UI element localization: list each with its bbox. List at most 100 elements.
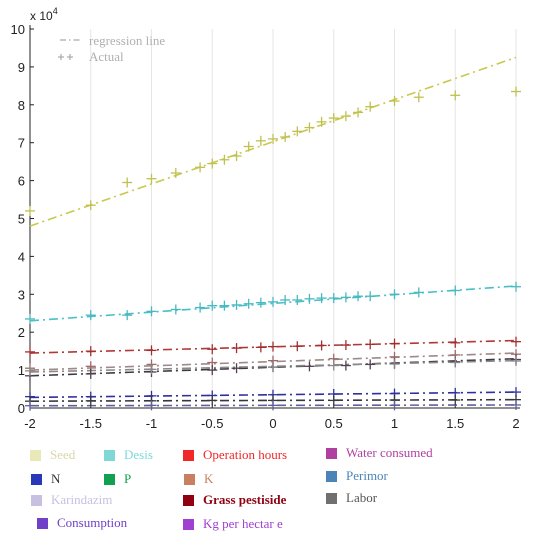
y-tick-label: 9 — [18, 60, 25, 75]
legend-label: Desis — [124, 447, 153, 462]
y-tick-label: 5 — [18, 212, 25, 227]
actual-point — [207, 300, 218, 311]
legend-item-desis: Desis — [104, 447, 153, 463]
legend-swatch — [30, 449, 41, 461]
actual-point — [207, 158, 218, 169]
actual-point — [328, 113, 339, 124]
x-tick-label: 0 — [269, 416, 276, 431]
x-tick-label: 1.5 — [446, 416, 464, 431]
regression-line-8 — [29, 404, 517, 407]
legend-item-water-consumed: Water consumed — [326, 445, 433, 461]
actual-point — [195, 302, 206, 313]
actual-point — [231, 150, 242, 161]
actual-point — [146, 345, 157, 356]
actual-point — [122, 310, 133, 321]
actual-point — [340, 360, 351, 371]
y-tick-label: 7 — [18, 136, 25, 151]
y-tick-label: 8 — [18, 98, 25, 113]
legend-item-karindazim: Karindazim — [31, 492, 112, 508]
regression-line-2 — [29, 339, 517, 354]
actual-point — [340, 292, 351, 303]
actual-point — [219, 300, 230, 311]
regression-line-6 — [29, 391, 517, 399]
actual-point — [365, 291, 376, 302]
legend-swatch — [326, 447, 337, 459]
actual-point — [146, 400, 157, 411]
legend-label: Grass pestiside — [203, 492, 287, 507]
actual-point — [243, 298, 254, 309]
x-tick-label: 0.5 — [325, 416, 343, 431]
legend-label: Operation hours — [203, 447, 288, 462]
actual-markers — [25, 86, 521, 411]
inner-legend-plus-swatch — [58, 54, 73, 60]
actual-point — [292, 126, 303, 137]
actual-point — [316, 116, 327, 127]
actual-point — [389, 289, 400, 300]
y-tick-label: 6 — [18, 174, 25, 189]
actual-point — [450, 90, 461, 101]
actual-point — [413, 287, 424, 298]
legend-swatch — [183, 518, 194, 530]
actual-point — [511, 336, 521, 347]
actual-point — [85, 346, 96, 357]
legend-swatch — [31, 494, 42, 506]
inner-legend-actual-label: Actual — [89, 49, 124, 64]
actual-point — [268, 133, 278, 144]
actual-point — [207, 395, 218, 406]
actual-point — [292, 341, 303, 352]
actual-point — [25, 400, 35, 411]
actual-point — [268, 296, 278, 307]
legend-label: K — [204, 471, 214, 486]
actual-point — [413, 92, 424, 103]
inner-legend-regression-label: regression line — [89, 33, 165, 48]
actual-point — [85, 368, 96, 379]
y-tick-label: 1 — [18, 363, 25, 378]
actual-point — [316, 293, 327, 304]
regression-lines — [29, 56, 517, 407]
legend-label: N — [51, 471, 61, 486]
actual-point — [365, 101, 376, 112]
actual-point — [328, 293, 339, 304]
legend-item-labor: Labor — [326, 490, 377, 506]
actual-point — [219, 154, 230, 165]
actual-point — [328, 360, 339, 371]
actual-point — [340, 111, 351, 122]
chart-gridlines — [29, 29, 517, 408]
legend-item-seed: Seed — [30, 447, 75, 463]
x-tick-label: 1 — [391, 416, 398, 431]
actual-point — [389, 400, 400, 411]
actual-point — [450, 357, 461, 368]
actual-point — [170, 304, 181, 315]
actual-point — [292, 294, 303, 305]
x-tick-label: -0.5 — [201, 416, 223, 431]
actual-point — [280, 132, 291, 143]
y-tick-label: 2 — [18, 325, 25, 340]
actual-point — [25, 365, 35, 376]
legend-label: Karindazim — [51, 492, 113, 507]
actual-point — [122, 177, 133, 188]
y-tick-label: 4 — [18, 249, 25, 264]
legend-label: Water consumed — [346, 445, 433, 460]
legend-label: Seed — [50, 447, 76, 462]
legend-swatch — [183, 494, 194, 506]
regression-line-4 — [29, 357, 517, 377]
legend-item-grass-pestiside: Grass pestiside — [183, 492, 286, 508]
actual-point — [170, 168, 181, 179]
legend-swatch — [184, 473, 195, 485]
regression-line-1 — [29, 285, 517, 322]
actual-point — [25, 205, 35, 216]
actual-point — [304, 122, 315, 133]
actual-point — [268, 341, 278, 352]
actual-point — [280, 294, 291, 305]
actual-point — [511, 281, 521, 292]
legend-swatch — [104, 473, 115, 485]
legend-item-p: P — [104, 471, 131, 487]
legend-swatch — [326, 470, 337, 482]
actual-point — [328, 395, 339, 406]
actual-point — [304, 361, 315, 372]
legend-swatch — [31, 473, 42, 485]
actual-point — [365, 359, 376, 370]
legend-label: P — [124, 471, 132, 486]
legend-item-consumption: Consumption — [37, 515, 127, 531]
